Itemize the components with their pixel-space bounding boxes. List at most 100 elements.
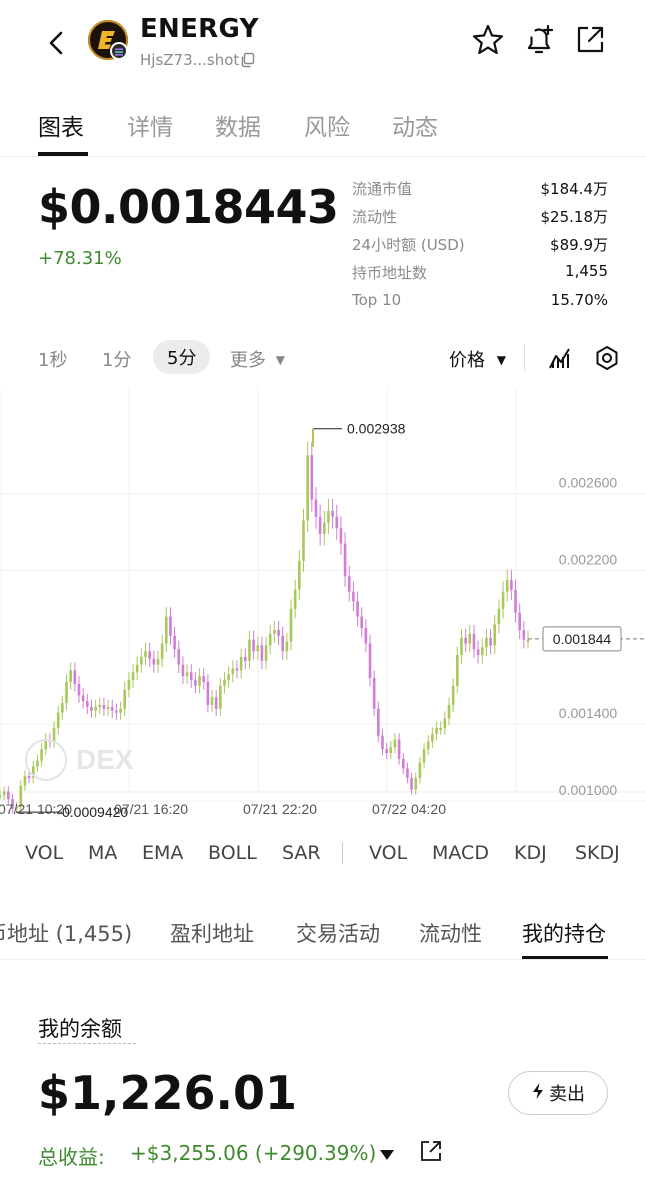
candle-body (306, 455, 309, 521)
candle-body (210, 697, 214, 705)
candle-body (36, 760, 39, 767)
y-tick-label: 0.002600 (559, 475, 618, 491)
star-icon[interactable] (470, 22, 506, 58)
pnl-value: +$3,255.06 (+290.39%) (130, 1141, 377, 1165)
candle-body (81, 695, 85, 702)
candle-body (223, 680, 226, 686)
candle-body (148, 651, 151, 659)
candle-body (281, 635, 285, 652)
candle-body (505, 580, 509, 592)
candle-body (27, 776, 31, 779)
candle-body (40, 749, 43, 761)
tab-profitable-addresses[interactable]: 盈利地址 (170, 922, 254, 946)
candle-body (23, 776, 27, 786)
share-external-icon[interactable] (572, 22, 608, 58)
candle-body (447, 704, 451, 719)
indicator-chart-icon[interactable] (546, 344, 574, 372)
candle-body (86, 701, 89, 707)
candle-body (385, 749, 388, 753)
interval-1s[interactable]: 1秒 (38, 350, 68, 371)
stat-value: 15.70% (550, 291, 608, 309)
watermark-logo-icon (25, 739, 67, 781)
sell-button[interactable]: 卖出 (508, 1071, 608, 1115)
candle-body (202, 676, 206, 682)
caret-down-icon[interactable] (380, 1146, 394, 1160)
active-tab-indicator (38, 152, 88, 156)
x-tick-label: 07/21 10:20 (0, 801, 72, 817)
x-tick-label: 07/21 16:20 (114, 801, 188, 817)
candle-body (422, 749, 426, 763)
candle-body (194, 680, 197, 686)
tab-chart[interactable]: 图表 (38, 115, 84, 141)
candle-body (381, 735, 384, 750)
candle-body (248, 639, 251, 661)
candle-body (115, 710, 118, 713)
indicator-sar[interactable]: SAR (282, 842, 321, 864)
candle-body (260, 645, 264, 661)
candle-body (360, 616, 364, 629)
candle-body (164, 616, 168, 644)
indicator-ema[interactable]: EMA (142, 842, 184, 864)
candle-body (393, 739, 397, 748)
candle-body (318, 516, 322, 534)
stat-label: 24小时额 (USD) (352, 236, 465, 254)
indicator-macd[interactable]: MACD (432, 842, 489, 864)
indicator-kdj[interactable]: KDJ (514, 842, 547, 864)
interval-1m[interactable]: 1分 (102, 350, 132, 371)
watermark-text: DEX (76, 744, 134, 775)
settings-gear-icon[interactable] (593, 344, 621, 372)
stat-value: $184.4万 (540, 180, 609, 198)
candle-body (160, 643, 164, 659)
indicator-sub-vol[interactable]: VOL (369, 842, 408, 864)
candle-body (31, 766, 35, 778)
candle-body (198, 676, 201, 686)
candle-body (289, 608, 293, 642)
tab-activity[interactable]: 动态 (392, 115, 438, 141)
dashed-underline (38, 1043, 136, 1044)
external-link-icon[interactable] (420, 1140, 442, 1162)
stat-value: 1,455 (565, 262, 608, 280)
candle-body (173, 635, 176, 650)
candle-body (343, 543, 347, 577)
candle-body (77, 683, 81, 696)
bell-plus-icon[interactable] (521, 22, 557, 58)
tab-data[interactable]: 数据 (215, 115, 261, 141)
indicator-ma[interactable]: MA (88, 842, 118, 864)
candle-body (256, 645, 260, 652)
candle-body (443, 718, 447, 729)
tab-my-holdings[interactable]: 我的持仓 (522, 922, 606, 946)
tab-risk[interactable]: 风险 (304, 115, 350, 141)
price-mode-select[interactable]: 价格 ▼ (449, 346, 506, 372)
tab-liquidity[interactable]: 流动性 (419, 922, 482, 946)
interval-more-label: 更多 (230, 350, 266, 371)
token-name: ENERGY (140, 14, 259, 44)
candle-body (252, 639, 255, 652)
candle-body (372, 678, 376, 709)
candle-body (73, 670, 77, 684)
interval-more[interactable]: 更多 ▼ (230, 346, 285, 372)
candle-body (277, 630, 280, 636)
candle-body (219, 685, 222, 709)
back-arrow-icon[interactable] (40, 26, 74, 60)
divider (0, 156, 646, 157)
candle-body (189, 672, 193, 680)
tab-holders[interactable]: 币地址 (1,455) (0, 922, 133, 946)
candle-body (61, 703, 64, 713)
price-chart[interactable]: 0.002600 0.002200 0.001400 0.001000 07/21 10… (0, 388, 646, 826)
lightning-icon (531, 1082, 545, 1105)
divider (0, 959, 646, 960)
tab-details[interactable]: 详情 (127, 115, 173, 141)
indicator-boll[interactable]: BOLL (208, 842, 257, 864)
low-price-label: 0.0009420 (62, 804, 128, 820)
candle-body (322, 522, 326, 534)
tab-trade-activity[interactable]: 交易活动 (296, 922, 380, 946)
interval-5m[interactable]: 5分 (153, 340, 211, 374)
indicator-vol[interactable]: VOL (25, 842, 64, 864)
copy-icon[interactable] (240, 52, 256, 68)
stat-value: $89.9万 (550, 236, 608, 254)
indicator-skdj[interactable]: SKDJ (575, 842, 620, 864)
candle-body (352, 591, 355, 602)
stat-label: 持币地址数 (352, 264, 428, 282)
candle-body (493, 624, 497, 646)
candle-body (489, 637, 492, 646)
